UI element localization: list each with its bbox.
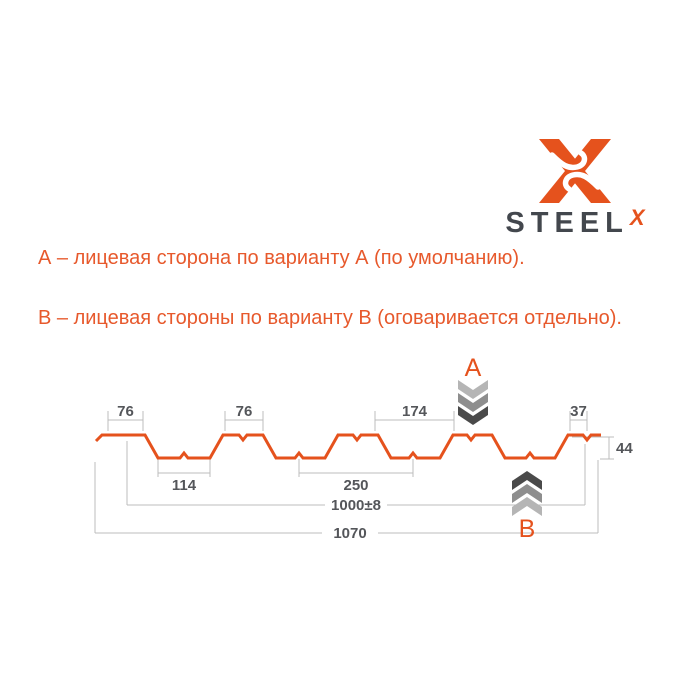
- dim-overall-width: [94, 460, 599, 534]
- logo-suffix-x: X: [629, 205, 645, 230]
- dim-edge-crest: [569, 411, 588, 431]
- dim-pitch: [298, 459, 414, 477]
- dim-crest-1: [107, 411, 144, 431]
- variant-b-label: В: [519, 515, 536, 543]
- dim-label-crest-1: 76: [117, 403, 134, 420]
- dim-crest-span: [374, 411, 455, 431]
- dim-valley: [157, 459, 211, 477]
- dim-label-crest-span: 174: [402, 403, 428, 420]
- dim-label-crest-2: 76: [236, 403, 253, 420]
- profile-drawing: 76 76 174 37 114: [94, 354, 633, 543]
- note-variant-b: В – лицевая стороны по варианту В (огова…: [38, 307, 622, 329]
- logo: STEEL X: [495, 136, 655, 238]
- dim-label-pitch: 250: [343, 477, 368, 494]
- logo-x-link-icon: [539, 139, 611, 203]
- dim-working-width: [126, 441, 586, 506]
- dim-label-valley: 114: [172, 477, 197, 494]
- dim-label-height: 44: [616, 440, 633, 457]
- variant-a-arrows-down-icon: [458, 380, 488, 425]
- note-variant-a: А – лицевая сторона по варианту А (по ум…: [38, 247, 525, 269]
- dim-label-overall-width: 1070: [333, 525, 366, 542]
- logo-text: STEEL: [505, 207, 629, 239]
- dim-height: [572, 436, 614, 460]
- logo-wordmark: STEEL X: [495, 205, 655, 239]
- variant-b-arrows-up-icon: [512, 471, 542, 516]
- profile-outline: [94, 433, 601, 460]
- dim-crest-2: [224, 411, 264, 431]
- dim-label-edge-crest: 37: [570, 403, 587, 420]
- variant-a-label: А: [465, 354, 482, 382]
- dim-label-working-width: 1000±8: [331, 497, 381, 514]
